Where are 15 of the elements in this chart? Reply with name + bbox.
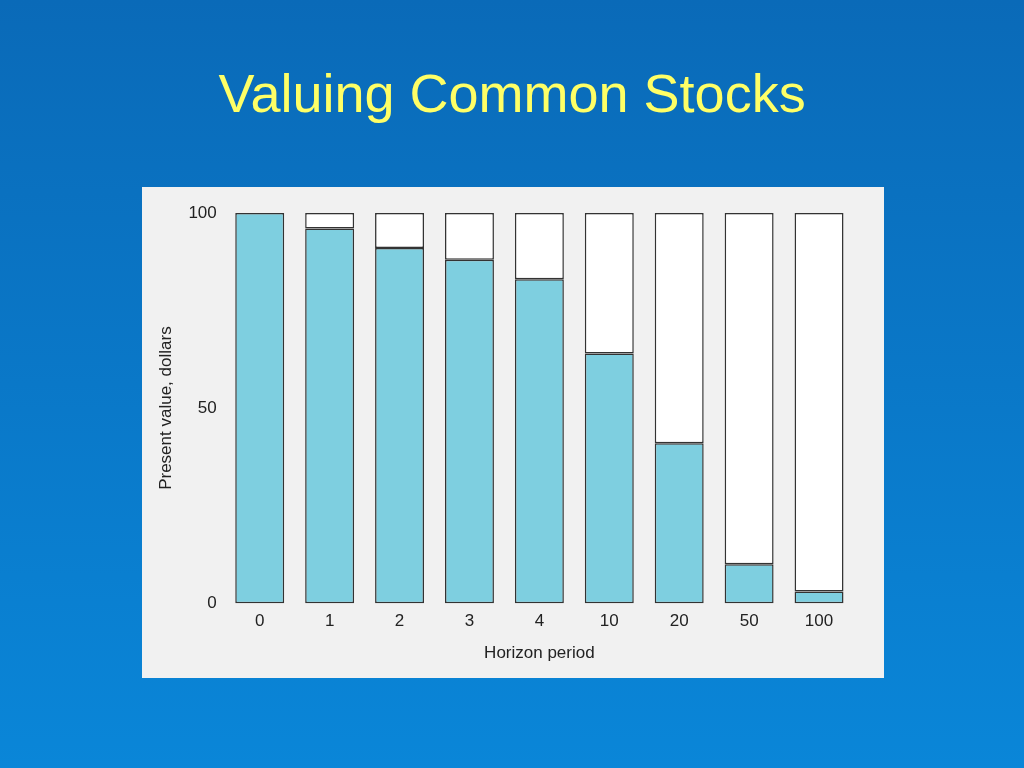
x-tick-label: 10 <box>599 611 619 631</box>
y-tick-label: 0 <box>207 592 217 612</box>
y-tick-label: 100 <box>188 202 217 222</box>
y-tick-label: 50 <box>197 397 217 417</box>
x-tick-label: 4 <box>534 611 545 631</box>
x-tick-label: 2 <box>394 611 405 631</box>
y-axis-title: Present value, dollars <box>155 326 175 490</box>
x-tick-label: 3 <box>464 611 475 631</box>
x-tick-label: 20 <box>669 611 689 631</box>
x-tick-label: 100 <box>804 611 834 631</box>
x-axis-title: Horizon period <box>484 643 595 663</box>
x-tick-label: 0 <box>254 611 265 631</box>
x-tick-label: 50 <box>739 611 759 631</box>
x-tick-label: 1 <box>324 611 335 631</box>
chart-title: Valuing Common Stocks <box>217 62 807 124</box>
